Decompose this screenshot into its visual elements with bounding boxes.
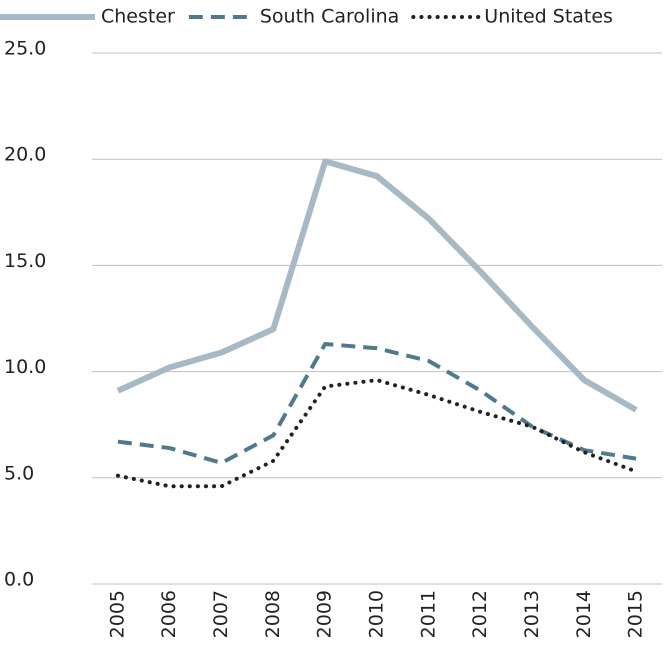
y-tick-label: 25.0 [4, 38, 46, 60]
x-tick-label: 2012 [469, 590, 491, 638]
x-tick-label: 2013 [521, 590, 543, 638]
y-tick-label: 15.0 [4, 250, 46, 272]
y-tick-label: 5.0 [4, 462, 34, 484]
x-tick-label: 2008 [262, 590, 284, 638]
x-tick-label: 2009 [314, 590, 336, 638]
series-line [115, 378, 639, 489]
y-tick-label: 20.0 [4, 144, 46, 166]
x-tick-label: 2011 [417, 590, 439, 638]
legend-label: South Carolina [260, 6, 399, 28]
x-tick-label: 2005 [106, 590, 128, 638]
x-tick-label: 2014 [573, 590, 595, 638]
legend-label: United States [484, 6, 613, 28]
series-line [116, 158, 638, 413]
x-tick-label: 2015 [625, 590, 647, 638]
x-tick-label: 2006 [158, 590, 180, 638]
y-tick-label: 10.0 [4, 356, 46, 378]
legend-label: Chester [101, 6, 175, 28]
y-tick-label: 0.0 [4, 569, 34, 591]
x-tick-label: 2010 [366, 590, 388, 638]
x-tick-label: 2007 [210, 590, 232, 638]
